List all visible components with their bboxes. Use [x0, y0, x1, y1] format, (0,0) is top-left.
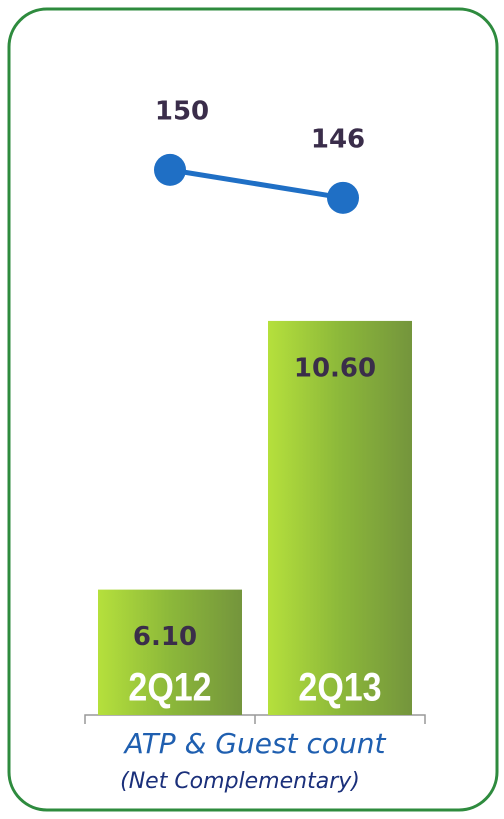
data-label: 146 — [311, 124, 365, 154]
x-label-note: (Net Complementary) — [120, 769, 360, 794]
bar — [98, 589, 242, 715]
bar — [268, 320, 412, 715]
x-label: ATP & Guest count — [123, 727, 387, 760]
axis-bracket — [84, 714, 426, 724]
line-point — [327, 181, 359, 214]
data-label: 150 — [155, 96, 209, 126]
data-label: 6.10 — [133, 622, 197, 652]
line-point — [154, 153, 186, 186]
frame — [7, 7, 499, 812]
category-label: 2Q13 — [298, 664, 381, 709]
data-label: 10.60 — [294, 353, 376, 383]
category-label: 2Q12 — [128, 664, 211, 709]
line — [169, 167, 344, 201]
